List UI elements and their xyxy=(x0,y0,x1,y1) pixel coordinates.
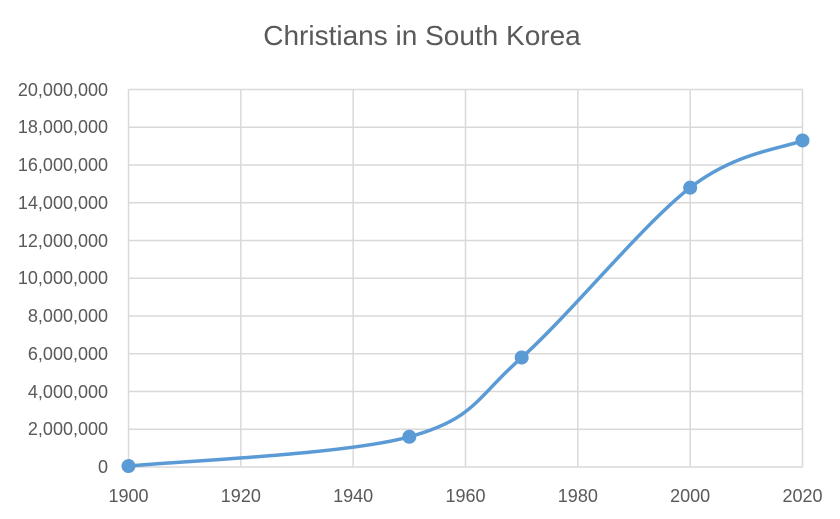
y-tick-label: 12,000,000 xyxy=(17,230,108,251)
y-tick-label: 0 xyxy=(97,457,108,477)
y-tick-label: 14,000,000 xyxy=(17,192,108,213)
data-point-marker xyxy=(514,350,529,365)
x-tick-label: 1980 xyxy=(557,486,598,506)
y-tick-label: 10,000,000 xyxy=(17,268,108,289)
y-tick-label: 2,000,000 xyxy=(27,419,108,440)
y-tick-label: 6,000,000 xyxy=(27,343,108,364)
y-tick-label: 16,000,000 xyxy=(17,155,108,175)
x-tick-label: 2020 xyxy=(782,486,823,506)
y-tick-label: 8,000,000 xyxy=(27,306,108,326)
x-tick-label: 1900 xyxy=(108,486,149,506)
data-point-marker xyxy=(121,459,136,474)
chart-title: Christians in South Korea xyxy=(263,20,581,51)
x-tick-label: 1960 xyxy=(445,486,486,506)
x-tick-label: 1920 xyxy=(220,486,261,506)
y-tick-label: 20,000,000 xyxy=(17,79,108,100)
x-tick-label: 2000 xyxy=(670,486,711,506)
data-point-marker xyxy=(795,133,810,148)
y-tick-label: 18,000,000 xyxy=(17,117,108,138)
y-tick-label: 4,000,000 xyxy=(27,381,108,402)
x-tick-label: 1940 xyxy=(333,486,374,506)
data-point-marker xyxy=(683,180,698,195)
data-point-marker xyxy=(402,429,417,444)
